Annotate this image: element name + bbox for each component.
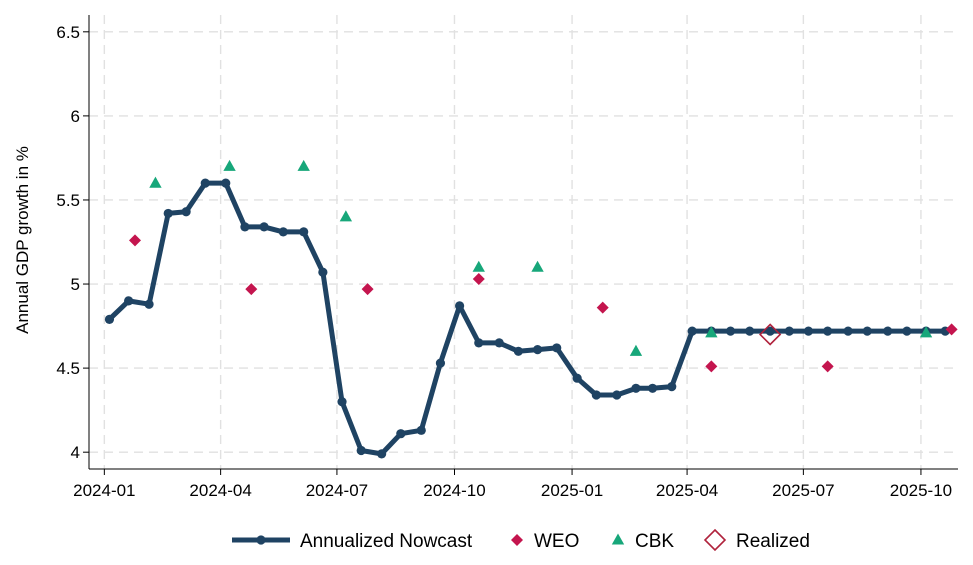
x-tick-label: 2025-04 <box>656 481 718 500</box>
cbk-point <box>705 326 718 338</box>
legend-label: WEO <box>534 531 579 552</box>
annualized-nowcast-line <box>106 180 948 457</box>
plot-marks <box>104 159 958 459</box>
legend-item-cbk: CBK <box>611 531 674 552</box>
weo-point <box>245 283 258 296</box>
annualized-nowcast-point <box>124 296 134 306</box>
weo-point <box>821 360 834 373</box>
legend-label: Annualized Nowcast <box>300 531 473 552</box>
legend-item-annualized-nowcast: Annualized Nowcast <box>232 531 473 552</box>
y-tick-label: 5.5 <box>56 191 80 210</box>
x-tick-label: 2024-07 <box>306 481 368 500</box>
annualized-nowcast-point <box>745 326 755 336</box>
legend-item-weo: WEO <box>511 531 579 552</box>
annualized-nowcast-point <box>591 390 601 400</box>
annualized-nowcast-point <box>163 208 173 219</box>
cbk-point <box>919 326 933 338</box>
cbk-point <box>223 159 236 171</box>
annualized-nowcast-point <box>200 178 210 188</box>
legend: Annualized Nowcast WEO CBK Realized <box>232 528 810 552</box>
annualized-nowcast-point <box>513 346 523 356</box>
annualized-nowcast-point <box>765 326 775 336</box>
x-tick-label: 2025-07 <box>772 481 834 500</box>
cbk-point <box>297 159 310 171</box>
annualized-nowcast-point <box>278 227 288 237</box>
realized-point <box>759 323 782 346</box>
legend-swatch <box>611 533 625 545</box>
y-tick-label: 6 <box>71 107 80 126</box>
annualized-nowcast-point <box>337 397 347 407</box>
annualized-nowcast-point <box>667 382 677 392</box>
annualized-nowcast-point <box>862 326 872 336</box>
legend-swatch <box>703 528 727 552</box>
annualized-nowcast-point <box>396 429 406 439</box>
annualized-nowcast-point <box>416 425 426 435</box>
annualized-nowcast-point <box>552 343 562 353</box>
annualized-nowcast-point <box>356 445 366 456</box>
cbk-point <box>472 260 485 272</box>
y-tick-label: 5 <box>71 275 80 294</box>
cbk-point <box>629 344 643 356</box>
gridlines <box>89 15 958 469</box>
annualized-nowcast-point <box>240 222 250 232</box>
legend-swatch-marker <box>256 535 266 545</box>
cbk-point <box>531 260 544 272</box>
annualized-nowcast-point <box>259 222 269 232</box>
x-tick-label: 2024-10 <box>423 481 485 500</box>
weo-point <box>472 272 485 285</box>
weo-point <box>596 301 609 314</box>
annualized-nowcast-point <box>181 207 191 217</box>
x-tick-label: 2025-10 <box>890 481 952 500</box>
annualized-nowcast-point <box>532 345 543 355</box>
annualized-nowcast-point <box>647 383 658 393</box>
annualized-nowcast-point <box>631 383 641 393</box>
cbk-point <box>339 210 353 222</box>
legend-label: Realized <box>736 531 810 552</box>
annualized-nowcast-point <box>144 299 154 309</box>
legend-swatch <box>511 534 523 546</box>
legend-label: CBK <box>635 531 674 552</box>
annualized-nowcast-point <box>221 178 231 188</box>
weo-point <box>129 234 142 247</box>
annualized-nowcast-point <box>474 338 484 348</box>
y-axis-title: Annual GDP growth in % <box>13 146 32 334</box>
weo-point <box>361 283 374 296</box>
x-tick-label: 2024-01 <box>73 481 135 500</box>
annualized-nowcast-point <box>843 326 853 336</box>
annualized-nowcast-point <box>725 326 736 336</box>
annualized-nowcast-point <box>104 314 115 324</box>
annualized-nowcast-point <box>902 326 912 336</box>
weo-point <box>705 360 718 373</box>
annualized-nowcast-point <box>612 390 622 400</box>
y-tick-label: 6.5 <box>56 23 80 42</box>
annualized-nowcast-point <box>318 267 328 277</box>
annualized-nowcast-point <box>784 326 794 336</box>
annualized-nowcast-point <box>687 326 697 336</box>
x-tick-label: 2024-04 <box>189 481 251 500</box>
annualized-nowcast-point <box>823 326 833 336</box>
annualized-nowcast-point <box>435 358 446 368</box>
weo-point <box>945 323 958 336</box>
cbk-point <box>149 176 162 188</box>
annualized-nowcast-point <box>377 449 387 459</box>
legend-item-realized: Realized <box>703 528 810 552</box>
axes: 4 4.5 5 5.5 6 6.5 2024-01 2024-04 2024-07 2024-10… <box>56 15 958 500</box>
annualized-nowcast-point <box>299 227 309 237</box>
annualized-nowcast-point <box>455 301 465 311</box>
annualized-nowcast-point <box>803 326 814 336</box>
x-tick-label: 2025-01 <box>541 481 603 500</box>
annualized-nowcast-point <box>883 326 893 336</box>
annualized-nowcast-point <box>572 373 582 383</box>
y-tick-label: 4 <box>71 443 80 462</box>
annualized-nowcast-point <box>494 338 504 348</box>
y-tick-label: 4.5 <box>56 359 80 378</box>
